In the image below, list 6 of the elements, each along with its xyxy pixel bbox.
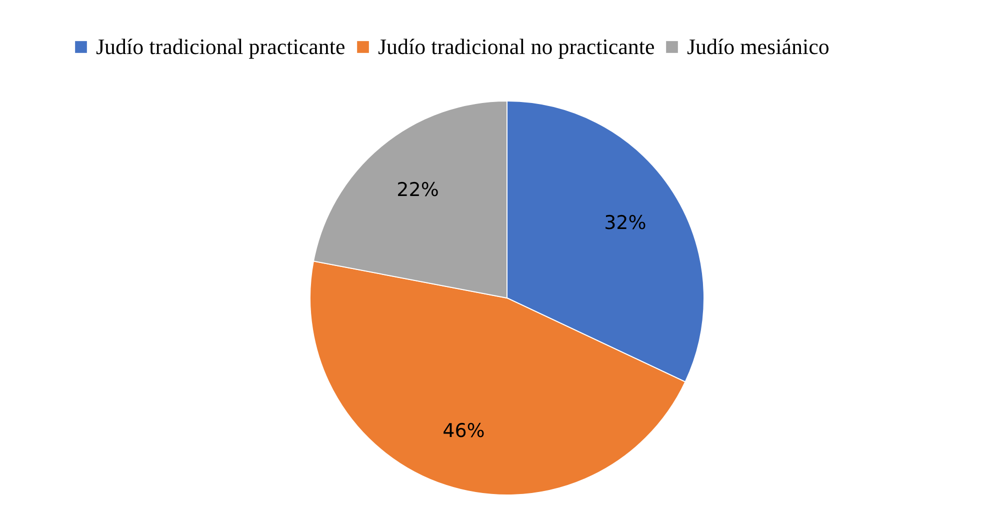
data-label: 22% — [396, 179, 439, 202]
data-label: 46% — [442, 420, 485, 442]
legend-label: Judío tradicional practicante — [96, 34, 346, 59]
legend-label: Judío tradicional no practicante — [378, 34, 655, 59]
legend-label: Judío mesiánico — [687, 34, 830, 59]
data-label: 32% — [604, 212, 646, 234]
